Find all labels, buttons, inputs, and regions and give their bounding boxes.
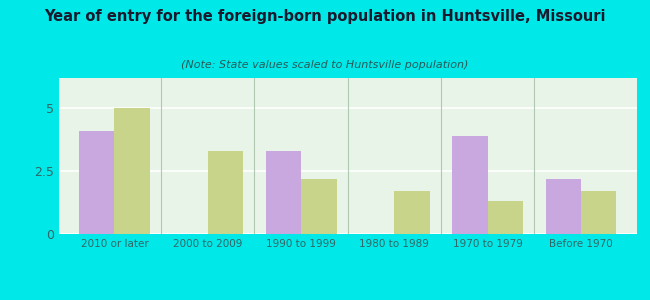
Bar xyxy=(266,151,301,234)
Bar xyxy=(395,191,430,234)
Bar xyxy=(581,191,616,234)
Bar xyxy=(301,178,337,234)
Legend: Huntsville, Missouri: Huntsville, Missouri xyxy=(256,299,439,300)
Text: Year of entry for the foreign-born population in Huntsville, Missouri: Year of entry for the foreign-born popul… xyxy=(44,9,606,24)
Bar xyxy=(79,131,114,234)
Bar xyxy=(545,178,581,234)
Bar xyxy=(452,136,488,234)
Bar xyxy=(488,201,523,234)
Bar xyxy=(208,151,243,234)
Bar xyxy=(114,108,150,234)
Text: (Note: State values scaled to Huntsville population): (Note: State values scaled to Huntsville… xyxy=(181,60,469,70)
